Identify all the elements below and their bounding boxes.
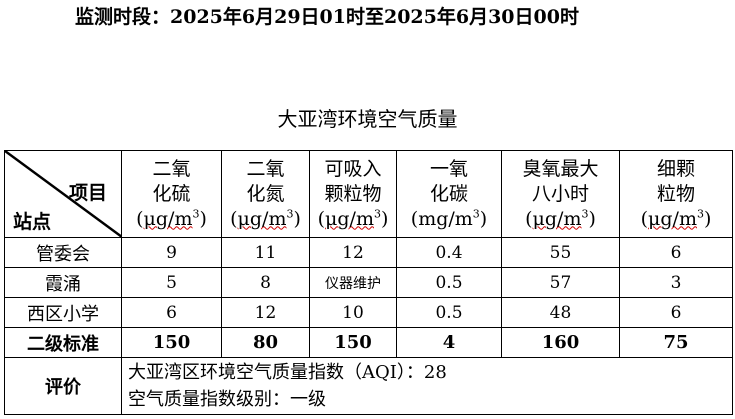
table-row: 霞涌 5 8 仪器维护 0.5 57 3 xyxy=(4,267,733,298)
table-cell: 11 xyxy=(221,237,310,268)
table-cell: 0.4 xyxy=(396,237,502,268)
corner-cell: 项目 站点 xyxy=(4,150,122,238)
standard-value: 150 xyxy=(121,327,222,358)
table-row: 管委会 9 11 12 0.4 55 6 xyxy=(4,237,733,268)
table-cell: 55 xyxy=(501,237,620,268)
maintenance-cell: 仪器维护 xyxy=(309,267,397,298)
table-cell: 0.5 xyxy=(396,267,502,298)
standard-value: 80 xyxy=(221,327,310,358)
standard-value: 160 xyxy=(501,327,620,358)
table-cell: 6 xyxy=(619,237,733,268)
aqi-level-line: 空气质量指数级别：一级 xyxy=(128,389,326,410)
column-header: 二氧 化硫 (μg/m3) xyxy=(121,150,222,238)
table-cell: 5 xyxy=(121,267,222,298)
table-row: 西区小学 6 12 10 0.5 48 6 xyxy=(4,297,733,328)
column-header: 二氧 化氮 (μg/m3) xyxy=(221,150,310,238)
column-header: 细颗 粒物 (μg/m3) xyxy=(619,150,733,238)
table-cell: 0.5 xyxy=(396,297,502,328)
table-cell: 6 xyxy=(619,297,733,328)
column-header: 臭氧最大 八小时 (μg/m3) xyxy=(501,150,620,238)
table-cell: 8 xyxy=(221,267,310,298)
table-cell: 48 xyxy=(501,297,620,328)
site-name: 西区小学 xyxy=(4,297,122,328)
air-quality-table: 项目 站点 二氧 化硫 (μg/m3) 二氧 化氮 (μg/m3) 可吸入 颗粒物 (μg/… xyxy=(4,150,733,415)
corner-site-label: 站点 xyxy=(13,211,52,233)
standard-row: 二级标准 150 80 150 4 160 75 xyxy=(4,327,733,358)
evaluation-row: 评价 大亚湾区环境空气质量指数（AQI）：28 空气质量指数级别：一级 xyxy=(4,357,733,415)
table-cell: 10 xyxy=(309,297,397,328)
aqi-line: 大亚湾区环境空气质量指数（AQI）：28 xyxy=(128,362,447,383)
evaluation-text: 大亚湾区环境空气质量指数（AQI）：28 空气质量指数级别：一级 xyxy=(121,357,733,415)
standard-value: 75 xyxy=(619,327,733,358)
diagonal-line xyxy=(5,151,122,237)
table-cell: 6 xyxy=(121,297,222,328)
corner-item-label: 项目 xyxy=(68,182,107,204)
column-header: 一氧 化碳 (mg/m3) xyxy=(396,150,502,238)
table-cell: 3 xyxy=(619,267,733,298)
table-cell: 9 xyxy=(121,237,222,268)
standard-label: 二级标准 xyxy=(4,327,122,358)
site-name: 管委会 xyxy=(4,237,122,268)
site-name: 霞涌 xyxy=(4,267,122,298)
table-cell: 12 xyxy=(309,237,397,268)
table-cell: 57 xyxy=(501,267,620,298)
table-title: 大亚湾环境空气质量 xyxy=(277,107,458,131)
monitoring-period: 监测时段：2025年6月29日01时至2025年6月30日00时 xyxy=(75,6,579,28)
header-row: 项目 站点 二氧 化硫 (μg/m3) 二氧 化氮 (μg/m3) 可吸入 颗粒物 (μg/… xyxy=(4,150,733,238)
standard-value: 4 xyxy=(396,327,502,358)
column-header: 可吸入 颗粒物 (μg/m3) xyxy=(309,150,397,238)
evaluation-label: 评价 xyxy=(4,357,122,415)
standard-value: 150 xyxy=(309,327,397,358)
table-cell: 12 xyxy=(221,297,310,328)
